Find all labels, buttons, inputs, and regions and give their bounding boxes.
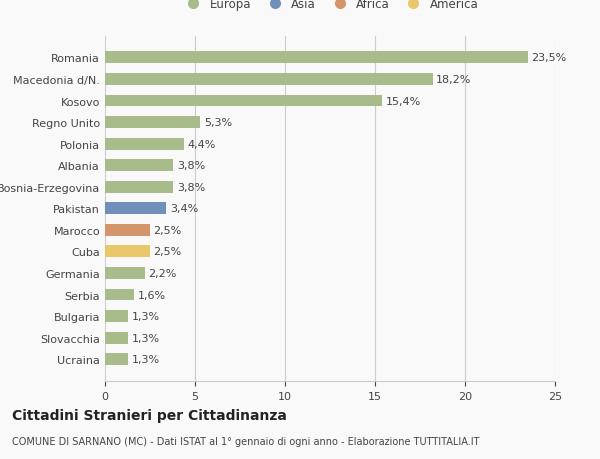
Text: 18,2%: 18,2% <box>436 75 472 85</box>
Text: 3,8%: 3,8% <box>177 182 205 192</box>
Bar <box>105 353 128 365</box>
Text: 15,4%: 15,4% <box>386 96 421 106</box>
Bar <box>105 224 150 236</box>
Text: 5,3%: 5,3% <box>204 118 232 128</box>
Text: 2,2%: 2,2% <box>148 269 176 278</box>
Bar <box>105 95 382 107</box>
Bar <box>105 160 173 172</box>
Text: 1,3%: 1,3% <box>132 333 160 343</box>
Bar <box>105 203 166 215</box>
Text: 1,3%: 1,3% <box>132 354 160 364</box>
Bar <box>105 181 173 193</box>
Text: 3,4%: 3,4% <box>170 204 198 214</box>
Text: 2,5%: 2,5% <box>154 247 182 257</box>
Text: 2,5%: 2,5% <box>154 225 182 235</box>
Text: 23,5%: 23,5% <box>532 53 567 63</box>
Bar <box>105 289 134 301</box>
Bar <box>105 246 150 258</box>
Text: 4,4%: 4,4% <box>188 140 216 149</box>
Text: 1,3%: 1,3% <box>132 311 160 321</box>
Bar <box>105 52 528 64</box>
Bar <box>105 139 184 150</box>
Bar <box>105 310 128 322</box>
Bar <box>105 268 145 279</box>
Bar <box>105 332 128 344</box>
Legend: Europa, Asia, Africa, America: Europa, Asia, Africa, America <box>181 0 479 11</box>
Bar <box>105 74 433 86</box>
Text: Cittadini Stranieri per Cittadinanza: Cittadini Stranieri per Cittadinanza <box>12 409 287 422</box>
Text: COMUNE DI SARNANO (MC) - Dati ISTAT al 1° gennaio di ogni anno - Elaborazione TU: COMUNE DI SARNANO (MC) - Dati ISTAT al 1… <box>12 436 479 446</box>
Text: 1,6%: 1,6% <box>137 290 166 300</box>
Bar <box>105 117 200 129</box>
Text: 3,8%: 3,8% <box>177 161 205 171</box>
